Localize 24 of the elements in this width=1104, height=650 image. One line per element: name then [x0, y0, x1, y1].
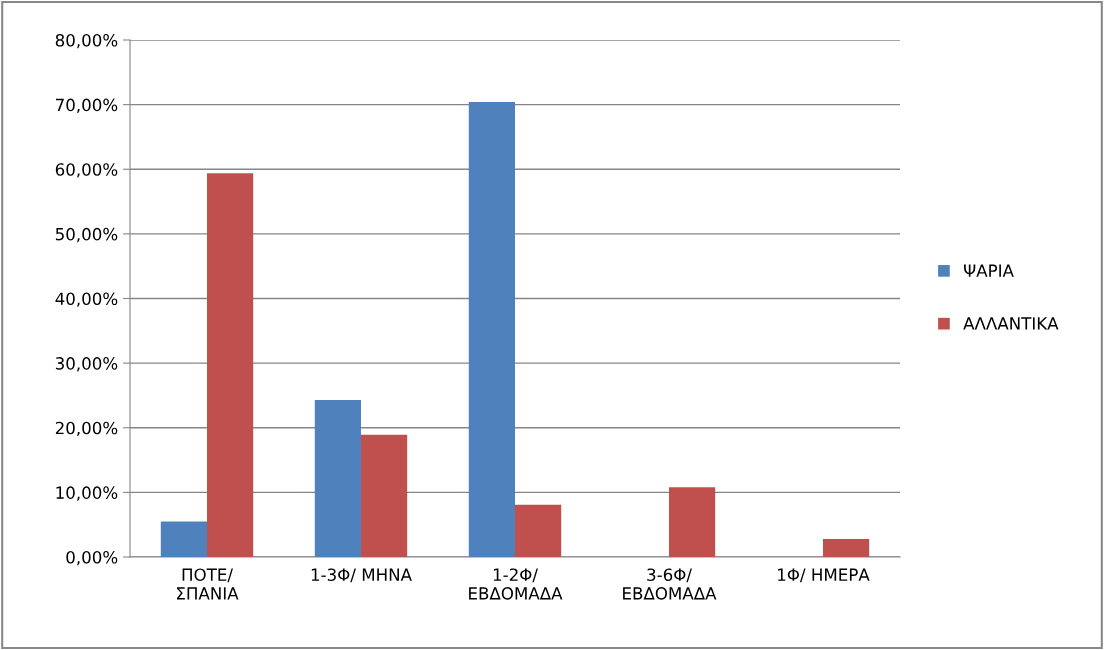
- bar: [160, 521, 207, 557]
- bar: [314, 399, 361, 557]
- x-tick-label: 1-2Φ/ ΕΒΔΟΜΑΔΑ: [469, 568, 563, 600]
- bar: [468, 102, 515, 557]
- y-tick-label: 10,00%: [56, 486, 118, 501]
- legend-label: ΨΑΡΙΑ: [964, 264, 1014, 277]
- y-tick-label: 40,00%: [55, 292, 118, 307]
- y-tick-label: 60,00%: [55, 163, 118, 178]
- legend-label: ΑΛΛΑΝΤΙΚΑ: [963, 317, 1059, 330]
- y-tick-label: 0,00%: [66, 550, 118, 566]
- x-tick-label: 3-6Φ/ ΕΒΔΟΜΑΔΑ: [623, 568, 717, 600]
- bar: [823, 538, 870, 557]
- y-tick-label: 30,00%: [55, 357, 118, 372]
- y-tick-label: 70,00%: [56, 98, 118, 113]
- bar: [361, 434, 408, 557]
- x-tick-label: ΠΟΤΕ/ ΣΠΑΝΙΑ: [177, 568, 239, 600]
- bar: [515, 504, 562, 557]
- bar: [207, 173, 254, 557]
- y-tick-label: 80,00%: [55, 33, 118, 49]
- bar: [669, 487, 716, 557]
- x-tick-label: 1-3Φ/ ΜΗΝΑ: [311, 568, 412, 583]
- y-tick-label: 50,00%: [55, 227, 118, 243]
- x-tick-label: 1Φ/ ΗΜΕΡΑ: [778, 568, 870, 583]
- y-tick-label: 20,00%: [55, 421, 118, 437]
